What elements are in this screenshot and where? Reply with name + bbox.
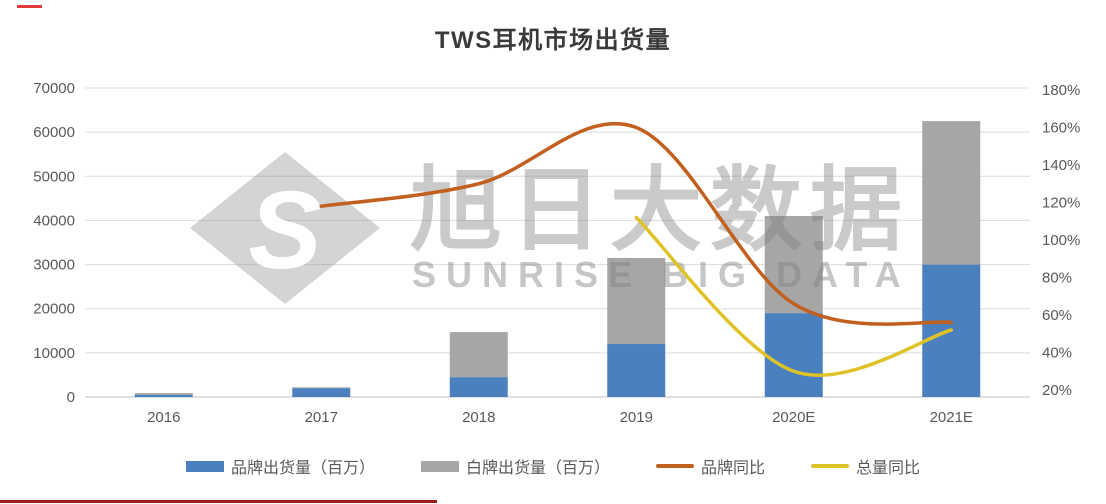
gridlines-group: 0 10000 20000 30000 40000 50000 60000 70000 — [33, 80, 1030, 406]
legend-item-whitelabel-shipments: 白牌出货量（百万） — [420, 454, 610, 478]
legend-item-brand-shipments: 品牌出货量（百万） — [185, 454, 375, 478]
bar-segment-brand-shipments — [607, 344, 666, 397]
left-axis-tick: 50000 — [33, 168, 75, 185]
right-axis-tick: 80% — [1042, 270, 1072, 287]
left-axis-tick: 20000 — [33, 301, 75, 318]
sunrise-logo-icon — [190, 152, 380, 304]
right-axis-tick: 160% — [1042, 120, 1080, 137]
legend-swatch-brand-shipments — [185, 460, 224, 472]
red-dash-mark — [17, 5, 42, 8]
left-axis-tick: 60000 — [33, 124, 75, 141]
left-axis-tick: 40000 — [33, 212, 75, 229]
watermark-cn-text: 旭日大数据 — [410, 160, 910, 262]
legend-swatch-whitelabel-shipments — [420, 460, 459, 472]
x-axis-label: 2017 — [305, 409, 338, 426]
bar-segment-brand-shipments — [449, 377, 508, 397]
right-axis-tick: 60% — [1042, 307, 1072, 324]
legend-item-brand-yoy: 品牌同比 — [656, 454, 765, 478]
left-axis-tick: 30000 — [33, 257, 75, 274]
bar-segment-brand-shipments — [292, 388, 351, 397]
bar-segment-brand-shipments — [134, 394, 193, 397]
watermark-en-text: SUNRISE BIG DATA — [412, 254, 911, 295]
legend-item-total-yoy: 总量同比 — [811, 454, 920, 478]
legend-label-whitelabel-shipments: 白牌出货量（百万） — [465, 460, 610, 477]
left-axis-tick: 10000 — [33, 345, 75, 362]
red-underline — [0, 500, 437, 503]
bar-segment-whitelabel-shipments — [922, 121, 981, 265]
right-axis-tick: 100% — [1042, 232, 1080, 249]
left-axis-tick: 70000 — [33, 80, 75, 97]
x-axis-group: 2016 2017 2018 2019 2020E 2021E — [147, 409, 973, 426]
bar-segment-whitelabel-shipments — [607, 257, 666, 345]
legend-label-brand-shipments: 品牌出货量（百万） — [230, 460, 375, 477]
legend-swatch-brand-yoy — [656, 464, 694, 468]
bar-segment-whitelabel-shipments — [764, 216, 823, 314]
line-total-yoy — [634, 215, 953, 377]
right-axis-tick: 180% — [1042, 82, 1080, 99]
x-axis-label: 2021E — [930, 409, 973, 426]
sunrise-logo-letter: S — [248, 169, 321, 292]
legend-swatch-total-yoy — [811, 464, 850, 468]
legend-label-total-yoy: 总量同比 — [856, 460, 921, 477]
x-axis-label: 2018 — [462, 409, 495, 426]
bars-group — [134, 121, 981, 397]
right-axis-group: 20% 40% 60% 80% 100% 120% 140% 160% 180% — [1042, 82, 1080, 399]
legend-label-brand-yoy: 品牌同比 — [701, 460, 766, 477]
left-axis-tick: 0 — [67, 389, 75, 406]
chart-legend: 品牌出货量（百万） 白牌出货量（百万） 品牌同比 总量同比 — [0, 454, 1106, 478]
bar-segment-whitelabel-shipments — [292, 387, 351, 389]
right-axis-tick: 20% — [1042, 382, 1072, 399]
right-axis-tick: 140% — [1042, 157, 1080, 174]
x-axis-label: 2019 — [620, 409, 653, 426]
line-series-group — [319, 121, 953, 377]
bar-segment-whitelabel-shipments — [449, 332, 508, 378]
x-axis-label: 2020E — [772, 409, 815, 426]
right-axis-tick: 40% — [1042, 345, 1072, 362]
line-brand-yoy — [319, 121, 953, 326]
x-axis-label: 2016 — [147, 409, 180, 426]
right-axis-tick: 120% — [1042, 195, 1080, 212]
combo-chart-plot: 0 10000 20000 30000 40000 50000 60000 70000 20% 4… — [33, 80, 1080, 426]
chart-title: TWS耳机市场出货量 — [434, 27, 672, 54]
bar-segment-whitelabel-shipments — [134, 393, 193, 395]
bar-segment-brand-shipments — [764, 313, 823, 397]
